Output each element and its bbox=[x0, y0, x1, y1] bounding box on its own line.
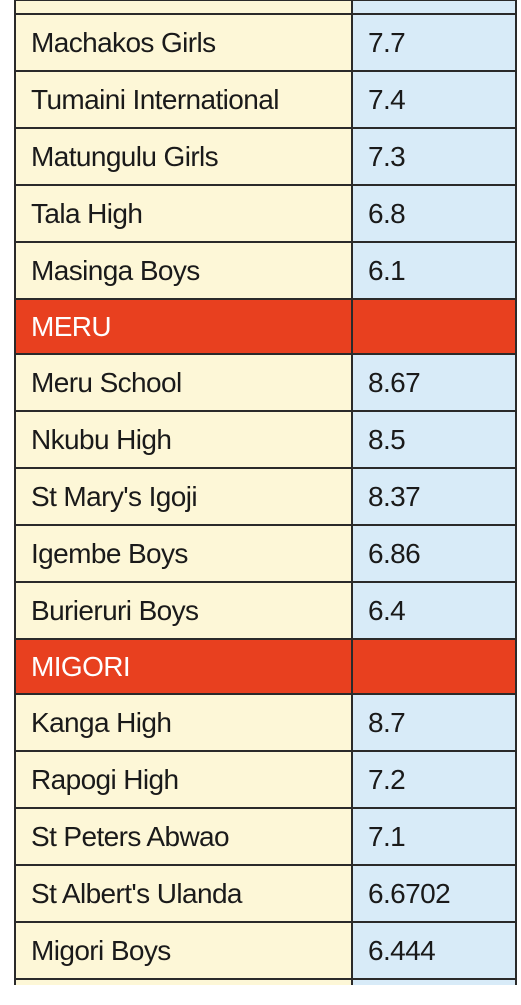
mean-score: 6.8 bbox=[353, 186, 515, 241]
mean-score: 8.5 bbox=[353, 412, 515, 467]
mean-score: 7.1 bbox=[353, 809, 515, 864]
school-name: St Mary's Igoji bbox=[16, 469, 353, 524]
table-row-partial-top bbox=[16, 0, 515, 13]
table-body: Machakos Girls 7.7 Tumaini International 7.… bbox=[16, 13, 515, 978]
school-ranking-table: Machakos Girls 7.7 Tumaini International 7.… bbox=[14, 0, 517, 985]
table-row: St Albert's Ulanda 6.6702 bbox=[16, 864, 515, 921]
county-name: MIGORI bbox=[16, 640, 353, 693]
school-name: Nkubu High bbox=[16, 412, 353, 467]
mean-score: 7.4 bbox=[353, 72, 515, 127]
mean-score: 6.444 bbox=[353, 923, 515, 978]
table-row: Burieruri Boys 6.4 bbox=[16, 581, 515, 638]
school-name: Migori Boys bbox=[16, 923, 353, 978]
mean-score: 8.37 bbox=[353, 469, 515, 524]
school-name: Tala High bbox=[16, 186, 353, 241]
school-name: Tumaini International bbox=[16, 72, 353, 127]
table-row: St Peters Abwao 7.1 bbox=[16, 807, 515, 864]
mean-score: 6.86 bbox=[353, 526, 515, 581]
table-row: Matungulu Girls 7.3 bbox=[16, 127, 515, 184]
table-row: Tumaini International 7.4 bbox=[16, 70, 515, 127]
school-name: Machakos Girls bbox=[16, 15, 353, 70]
table-row: Machakos Girls 7.7 bbox=[16, 13, 515, 70]
county-section-header: MERU bbox=[16, 298, 515, 353]
school-name: Matungulu Girls bbox=[16, 129, 353, 184]
mean-score: 7.2 bbox=[353, 752, 515, 807]
county-name: MERU bbox=[16, 300, 353, 353]
table-row: Rapogi High 7.2 bbox=[16, 750, 515, 807]
mean-score: 6.1 bbox=[353, 243, 515, 298]
school-name: St Albert's Ulanda bbox=[16, 866, 353, 921]
school-name: Burieruri Boys bbox=[16, 583, 353, 638]
school-name: Kanga High bbox=[16, 695, 353, 750]
school-name: Masinga Boys bbox=[16, 243, 353, 298]
table-row: Igembe Boys 6.86 bbox=[16, 524, 515, 581]
county-header-blank bbox=[353, 300, 515, 353]
school-cell bbox=[16, 1, 353, 13]
school-name: Meru School bbox=[16, 355, 353, 410]
mean-score: 8.7 bbox=[353, 695, 515, 750]
county-header-blank bbox=[353, 640, 515, 693]
school-name: St Peters Abwao bbox=[16, 809, 353, 864]
school-name: Rapogi High bbox=[16, 752, 353, 807]
table-row: Masinga Boys 6.1 bbox=[16, 241, 515, 298]
table-row: Kanga High 8.7 bbox=[16, 693, 515, 750]
table-row: Tala High 6.8 bbox=[16, 184, 515, 241]
school-name: Igembe Boys bbox=[16, 526, 353, 581]
mean-score: 6.4 bbox=[353, 583, 515, 638]
mean-score: 8.67 bbox=[353, 355, 515, 410]
table-row: Nkubu High 8.5 bbox=[16, 410, 515, 467]
table-row: Meru School 8.67 bbox=[16, 353, 515, 410]
score-cell bbox=[353, 980, 515, 985]
table-row-partial-bottom bbox=[16, 978, 515, 985]
mean-score: 7.7 bbox=[353, 15, 515, 70]
county-section-header: MIGORI bbox=[16, 638, 515, 693]
mean-score: 7.3 bbox=[353, 129, 515, 184]
table-row: St Mary's Igoji 8.37 bbox=[16, 467, 515, 524]
school-cell bbox=[16, 980, 353, 985]
table-row: Migori Boys 6.444 bbox=[16, 921, 515, 978]
score-cell bbox=[353, 1, 515, 13]
mean-score: 6.6702 bbox=[353, 866, 515, 921]
